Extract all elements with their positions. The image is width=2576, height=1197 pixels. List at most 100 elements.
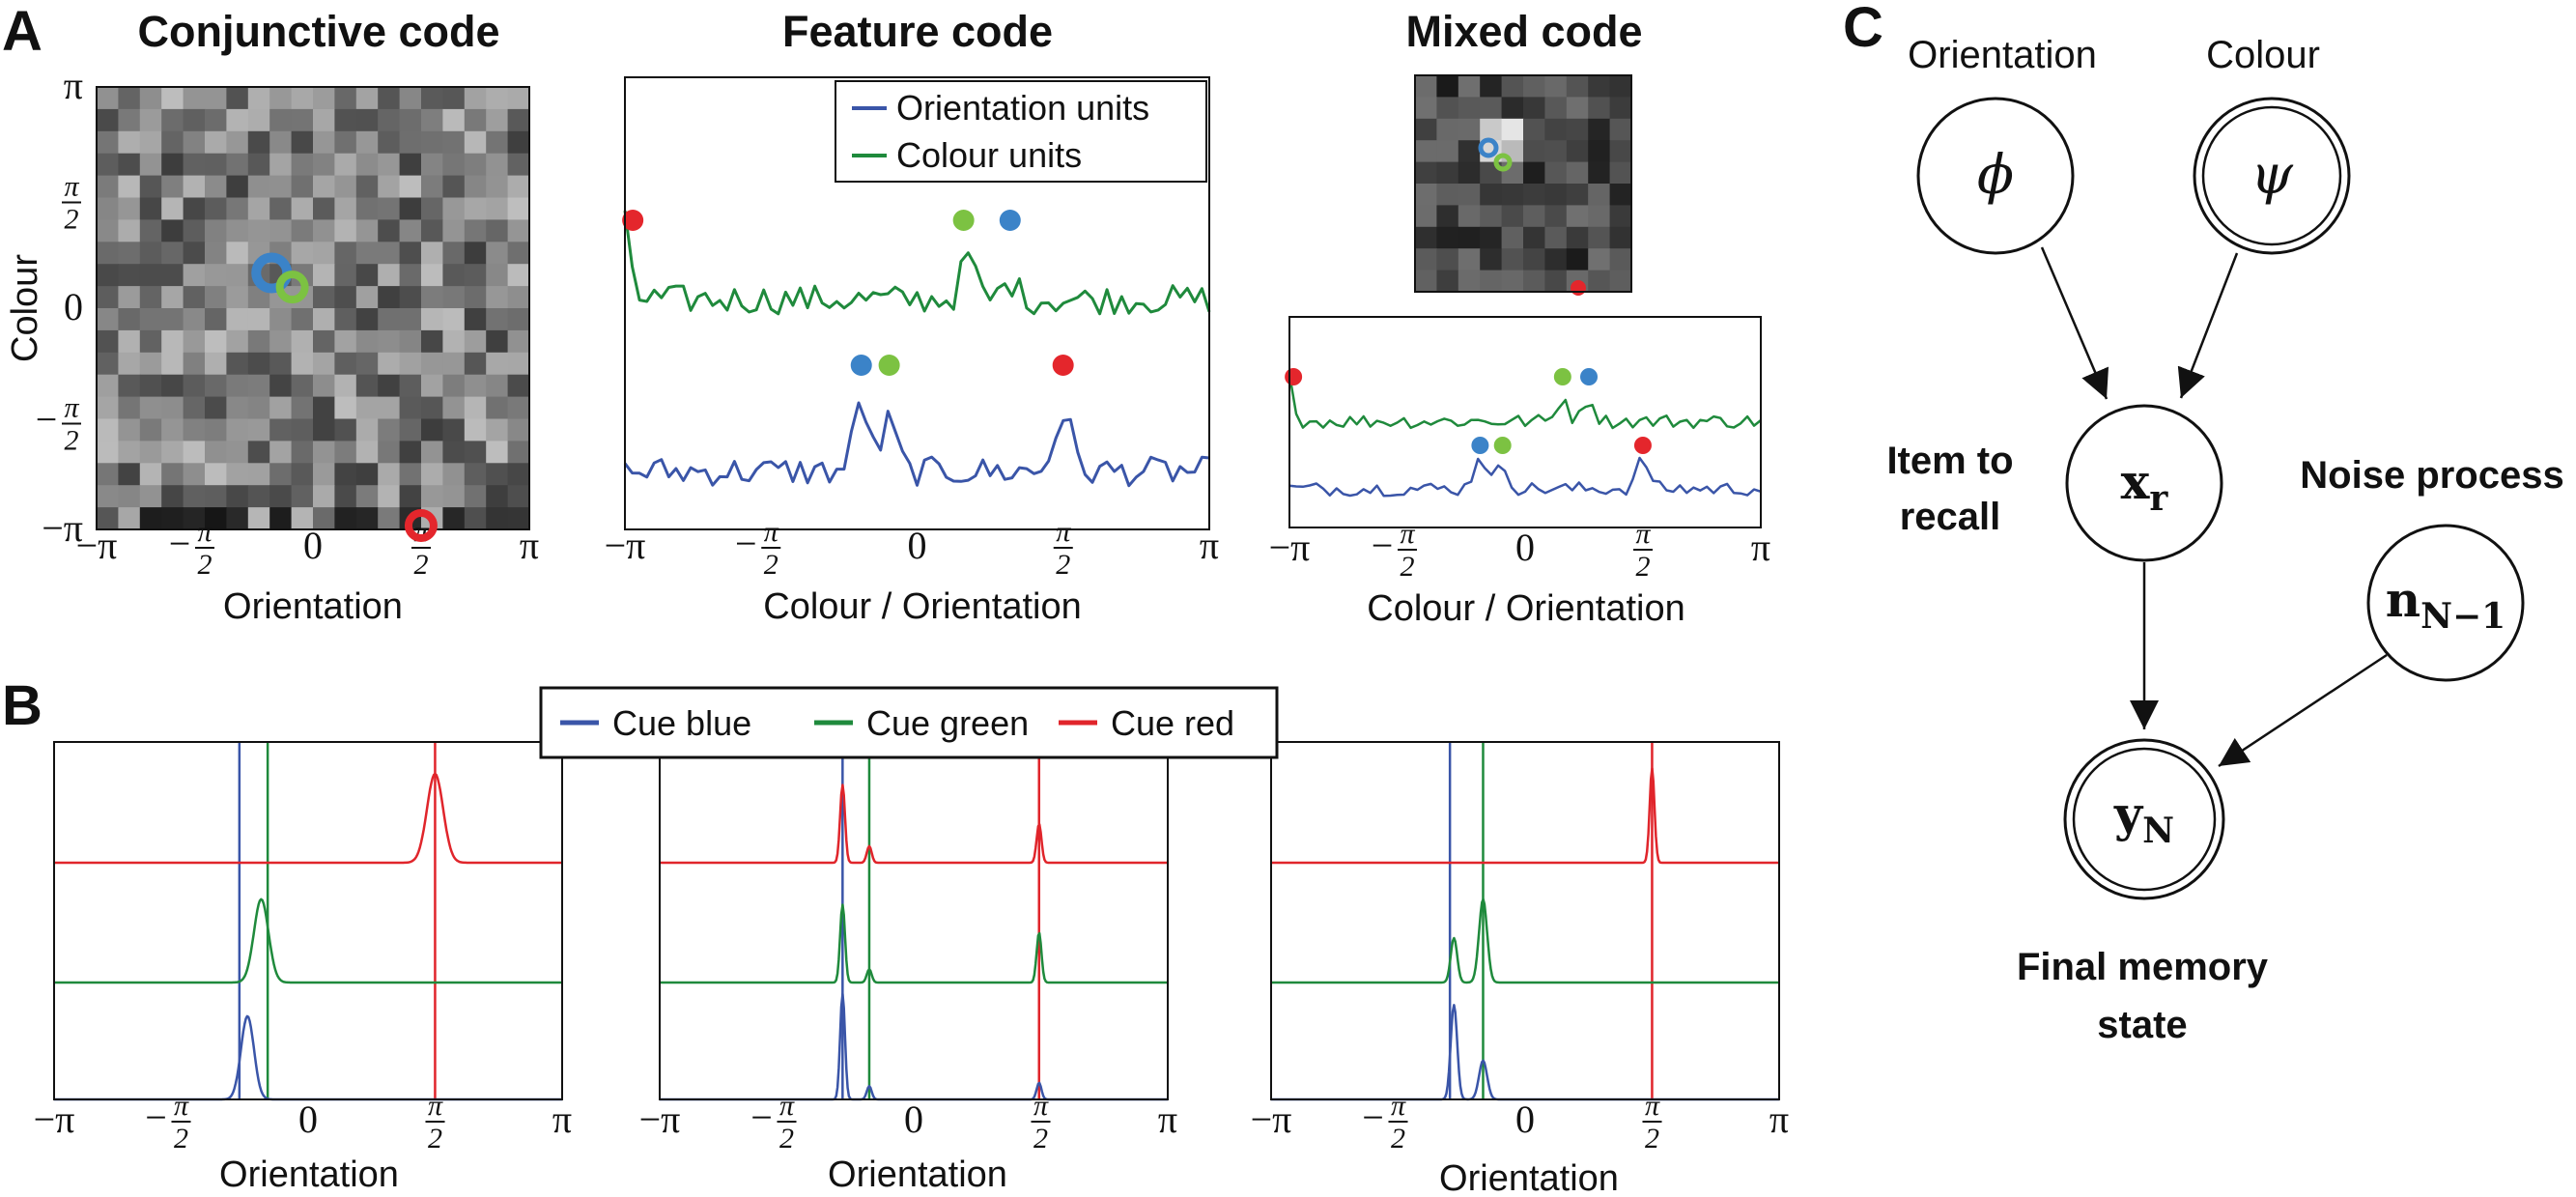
- b2-frame: [659, 741, 1169, 1100]
- heatmap-cell: [442, 352, 466, 376]
- heatmap-cell: [355, 264, 379, 287]
- heatmap-cell: [507, 264, 530, 287]
- feature-frame: [624, 76, 1210, 530]
- tick-frac-num: π: [1645, 1090, 1660, 1122]
- heatmap-cell: [205, 485, 227, 508]
- b3-curve-green: [1271, 898, 1779, 984]
- heatmap-cell: [486, 175, 509, 199]
- heatmap-cell: [139, 87, 162, 110]
- tick-frac-den: 2: [1033, 1123, 1048, 1154]
- heatmap-cell: [313, 441, 335, 464]
- heatmap-cell: [507, 485, 530, 508]
- heatmap-cell: [313, 329, 335, 354]
- tick-frac-den: 2: [1401, 551, 1415, 583]
- heatmap-cell: [507, 308, 530, 331]
- heatmap-cell: [291, 219, 314, 242]
- mixed-heatmap-cell: [1544, 97, 1568, 120]
- b3-curve-red: [1271, 767, 1779, 865]
- marker-green: [275, 271, 309, 304]
- heatmap-cell: [313, 485, 335, 508]
- mixed-colour-marker-blue: [1580, 368, 1599, 385]
- b1-curve-red: [54, 772, 562, 865]
- heatmap-cell: [139, 329, 162, 354]
- tick-minus: −: [36, 398, 58, 442]
- heatmap-cell: [183, 507, 206, 530]
- tick-zero: 0: [904, 1097, 923, 1141]
- mixed-heatmap-cell: [1480, 97, 1503, 120]
- item-to-recall-line1: Item to: [1886, 440, 2013, 482]
- heatmap-cell: [269, 396, 293, 420]
- panel-letter-b: B: [2, 674, 42, 737]
- mixed-heatmap-cell: [1415, 270, 1437, 293]
- heatmap-cell: [161, 286, 184, 309]
- heatmap-cell: [118, 219, 141, 242]
- b3-xticks: −π − π2 0 π2 π: [1251, 1090, 1789, 1154]
- heatmap-cell: [247, 87, 270, 110]
- orientation-node-label: Orientation: [1908, 34, 2097, 76]
- heatmap-cell: [442, 396, 466, 420]
- feature-orientation-marker-green: [878, 355, 900, 376]
- heatmap-cell: [355, 418, 379, 442]
- mixed-heatmap-cell: [1609, 248, 1632, 271]
- heatmap-cell: [205, 242, 227, 265]
- arrow-noise-to-y: [2218, 653, 2388, 768]
- heatmap-cell: [291, 352, 314, 376]
- mixed-heatmap-cell: [1436, 205, 1459, 228]
- heatmap-cell: [464, 219, 487, 242]
- x-main: x: [2121, 453, 2151, 510]
- heatmap-cell: [291, 441, 314, 464]
- heatmap-cell: [247, 374, 270, 398]
- heatmap-cell: [97, 329, 119, 354]
- heatmap-cell: [399, 130, 422, 155]
- mixed-colour-marker-red: [1285, 368, 1303, 385]
- heatmap-cell: [247, 219, 270, 242]
- orientation-units-line: [623, 401, 1210, 488]
- final-memory-line1: Final memory: [2017, 946, 2269, 988]
- tick-frac-num: π: [1056, 516, 1071, 548]
- heatmap-cell: [334, 153, 357, 177]
- feature-colour-marker-red: [622, 210, 644, 231]
- heatmap-cell: [313, 308, 335, 331]
- heatmap-cell: [378, 175, 401, 199]
- heatmap-cell: [486, 507, 509, 530]
- heatmap-cell: [486, 374, 509, 398]
- heatmap-cell: [97, 374, 119, 398]
- heatmap-cell: [161, 87, 184, 110]
- heatmap-cell: [118, 108, 141, 132]
- cue-blue-label: Cue blue: [612, 703, 751, 743]
- heatmap-cell: [464, 329, 487, 354]
- heatmap-cell: [399, 219, 422, 242]
- heatmap-cell: [313, 286, 335, 309]
- tick-pi: π: [1158, 1097, 1177, 1141]
- heatmap-cell: [139, 507, 162, 530]
- heatmap-cell: [269, 374, 293, 398]
- heatmap-cell: [355, 286, 379, 309]
- tick-frac-num: π: [1635, 518, 1651, 550]
- heatmap-cell: [486, 264, 509, 287]
- heatmap-cell: [183, 329, 206, 354]
- heatmap-cell: [313, 153, 335, 177]
- heatmap-cell: [161, 418, 184, 442]
- mixed-heatmap-cell: [1458, 226, 1481, 249]
- heatmap-cell: [313, 264, 335, 287]
- mixed-heatmap-cell: [1415, 97, 1437, 120]
- b1-curve-blue: [54, 1014, 562, 1101]
- heatmap-cell: [183, 463, 206, 486]
- mixed-heatmap-cell: [1458, 270, 1481, 293]
- y-main: y: [2113, 785, 2144, 842]
- heatmap-cell: [183, 197, 206, 220]
- heatmap-cell: [421, 175, 443, 199]
- heatmap-cell: [464, 374, 487, 398]
- heatmap-cell: [291, 396, 314, 420]
- mixed-heatmap-cell: [1588, 226, 1611, 249]
- heatmap-cell: [442, 130, 466, 155]
- heatmap-cell: [399, 153, 422, 177]
- mixed-heatmap-cell: [1415, 205, 1437, 228]
- heatmap-cell: [378, 352, 401, 376]
- heatmap-cell: [313, 242, 335, 265]
- heatmap-cell: [464, 87, 487, 110]
- b3-xlabel: Orientation: [1439, 1158, 1619, 1197]
- feature-xlabel: Colour / Orientation: [763, 586, 1082, 627]
- b2-curve-red: [660, 784, 1168, 865]
- tick-pi: π: [1751, 526, 1770, 569]
